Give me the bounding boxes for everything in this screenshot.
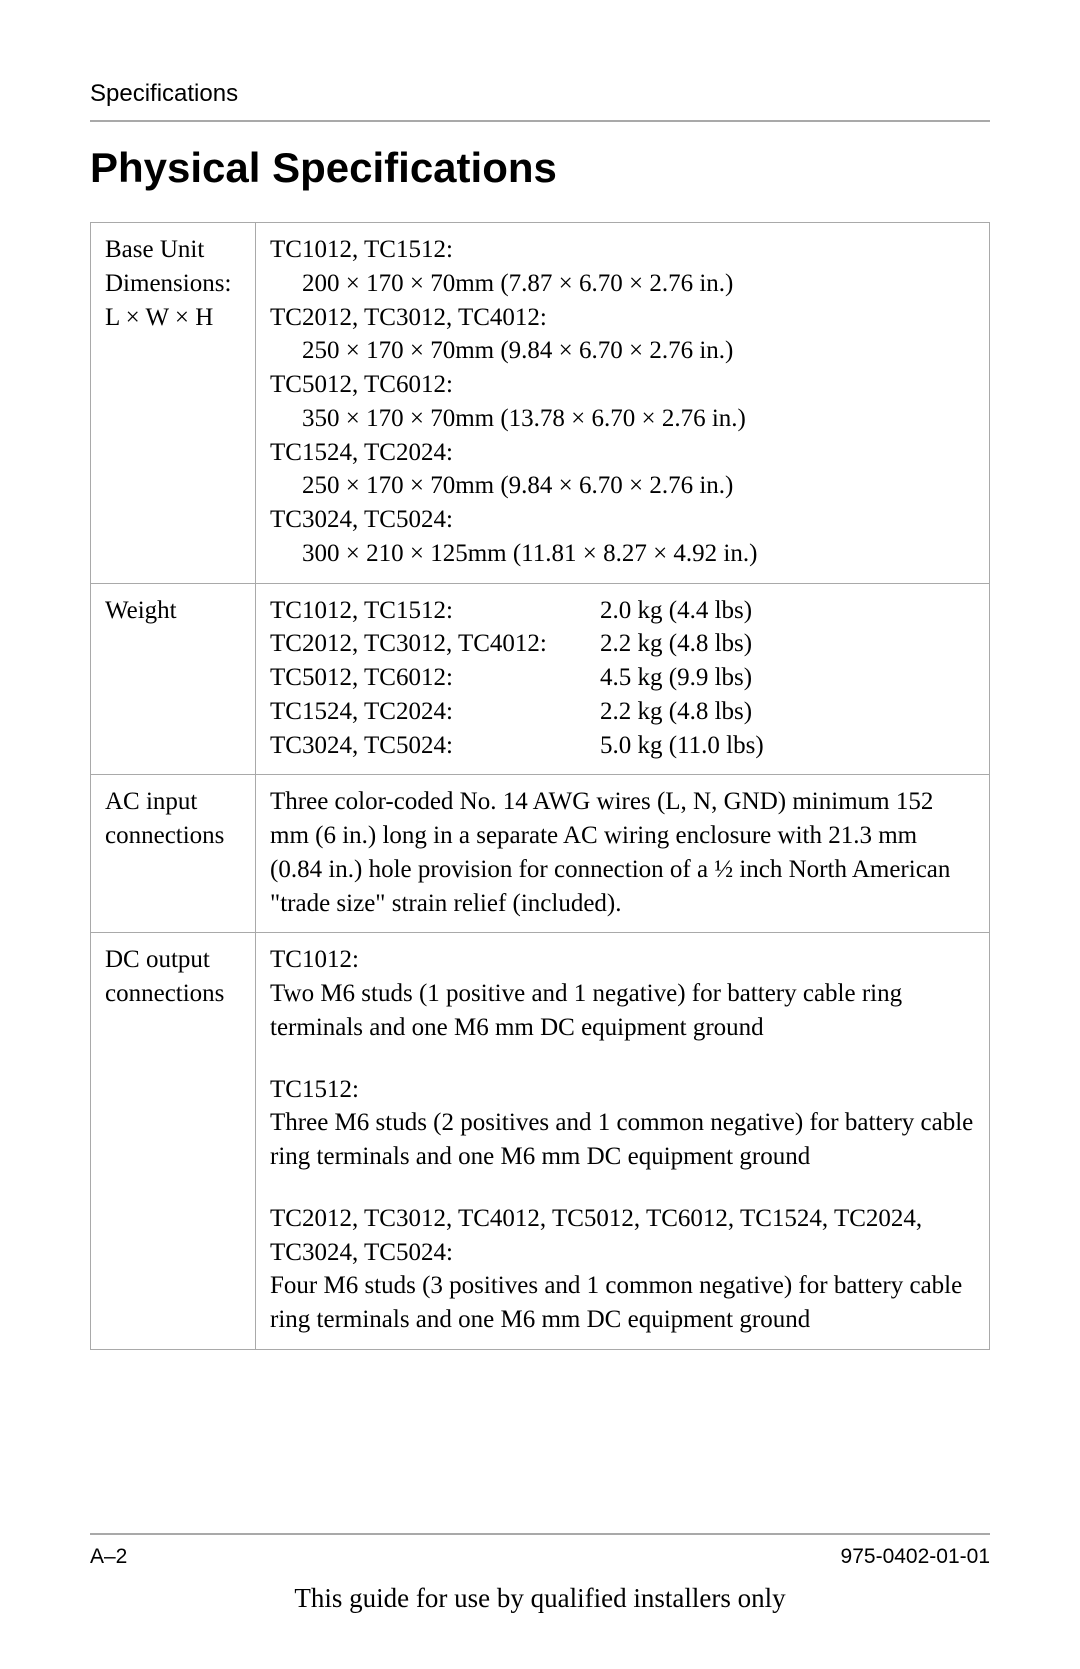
dc-paragraph: TC1512: Three M6 studs (2 positives and … [270, 1073, 975, 1174]
table-row: AC input connections Three color-coded N… [91, 775, 990, 933]
weight-row: TC5012, TC6012:4.5 kg (9.9 lbs) [270, 661, 975, 695]
row-label: AC input connections [91, 775, 256, 933]
weight-row: TC1524, TC2024:2.2 kg (4.8 lbs) [270, 695, 975, 729]
dimension-value: 300 × 210 × 125mm (11.81 × 8.27 × 4.92 i… [270, 537, 975, 571]
label-line: Base Unit [105, 236, 204, 263]
table-row: DC output connections TC1012: Two M6 stu… [91, 933, 990, 1350]
model-group: TC5012, TC6012: [270, 368, 975, 402]
dimension-value: 350 × 170 × 70mm (13.78 × 6.70 × 2.76 in… [270, 402, 975, 436]
table-row: Weight TC1012, TC1512:2.0 kg (4.4 lbs) T… [91, 583, 990, 775]
weight-row: TC1012, TC1512:2.0 kg (4.4 lbs) [270, 594, 975, 628]
dimension-value: 250 × 170 × 70mm (9.84 × 6.70 × 2.76 in.… [270, 469, 975, 503]
row-label: Base Unit Dimensions: L × W × H [91, 223, 256, 584]
dc-head: TC1012: [270, 946, 359, 973]
ac-text: Three color-coded No. 14 AWG wires (L, N… [270, 788, 724, 815]
weight-value: 2.0 kg (4.4 lbs) [600, 594, 752, 628]
weight-models: TC1012, TC1512: [270, 594, 600, 628]
dc-head: TC2012, TC3012, TC4012, TC5012, TC6012, … [270, 1205, 922, 1266]
dc-body: Three M6 studs (2 positives and 1 common… [270, 1109, 973, 1170]
model-group: TC3024, TC5024: [270, 503, 975, 537]
weight-row: TC2012, TC3012, TC4012:2.2 kg (4.8 lbs) [270, 627, 975, 661]
row-value: Three color-coded No. 14 AWG wires (L, N… [256, 775, 990, 933]
weight-value: 2.2 kg (4.8 lbs) [600, 627, 752, 661]
footer-note: This guide for use by qualified installe… [90, 1583, 990, 1614]
model-group: TC2012, TC3012, TC4012: [270, 301, 975, 335]
row-label: DC output connections [91, 933, 256, 1350]
model-group: TC1524, TC2024: [270, 436, 975, 470]
weight-value: 4.5 kg (9.9 lbs) [600, 661, 752, 695]
label-line: Dimensions: [105, 270, 231, 297]
label-line: DC output [105, 946, 210, 973]
label-line: Weight [105, 597, 177, 624]
dc-paragraph: TC2012, TC3012, TC4012, TC5012, TC6012, … [270, 1202, 975, 1337]
weight-value: 2.2 kg (4.8 lbs) [600, 695, 752, 729]
dc-body: Two M6 studs (1 positive and 1 negative)… [270, 980, 902, 1041]
row-label: Weight [91, 583, 256, 775]
label-line: AC input [105, 788, 197, 815]
weight-models: TC2012, TC3012, TC4012: [270, 627, 600, 661]
label-line: L × W × H [105, 304, 213, 331]
row-value: TC1012, TC1512: 200 × 170 × 70mm (7.87 ×… [256, 223, 990, 584]
dc-head: TC1512: [270, 1076, 359, 1103]
dc-paragraph: TC1012: Two M6 studs (1 positive and 1 n… [270, 943, 975, 1044]
footer-rule [90, 1533, 990, 1535]
running-head: Specifications [90, 80, 990, 108]
weight-models: TC3024, TC5024: [270, 729, 600, 763]
page-footer: A–2 975-0402-01-01 This guide for use by… [90, 1533, 990, 1614]
weight-models: TC1524, TC2024: [270, 695, 600, 729]
row-value: TC1012, TC1512:2.0 kg (4.4 lbs) TC2012, … [256, 583, 990, 775]
page-number: A–2 [90, 1545, 127, 1569]
spec-table: Base Unit Dimensions: L × W × H TC1012, … [90, 222, 990, 1350]
label-line: connections [105, 822, 224, 849]
ac-gnd: GND [724, 788, 778, 815]
weight-value: 5.0 kg (11.0 lbs) [600, 729, 764, 763]
dimension-value: 200 × 170 × 70mm (7.87 × 6.70 × 2.76 in.… [270, 267, 975, 301]
dc-body: Four M6 studs (3 positives and 1 common … [270, 1272, 962, 1333]
weight-row: TC3024, TC5024:5.0 kg (11.0 lbs) [270, 729, 975, 763]
doc-number: 975-0402-01-01 [841, 1545, 990, 1569]
row-value: TC1012: Two M6 studs (1 positive and 1 n… [256, 933, 990, 1350]
model-group: TC1012, TC1512: [270, 233, 975, 267]
table-row: Base Unit Dimensions: L × W × H TC1012, … [91, 223, 990, 584]
dimension-value: 250 × 170 × 70mm (9.84 × 6.70 × 2.76 in.… [270, 334, 975, 368]
weight-models: TC5012, TC6012: [270, 661, 600, 695]
page-title: Physical Specifications [90, 144, 990, 192]
top-rule [90, 120, 990, 122]
label-line: connections [105, 980, 224, 1007]
